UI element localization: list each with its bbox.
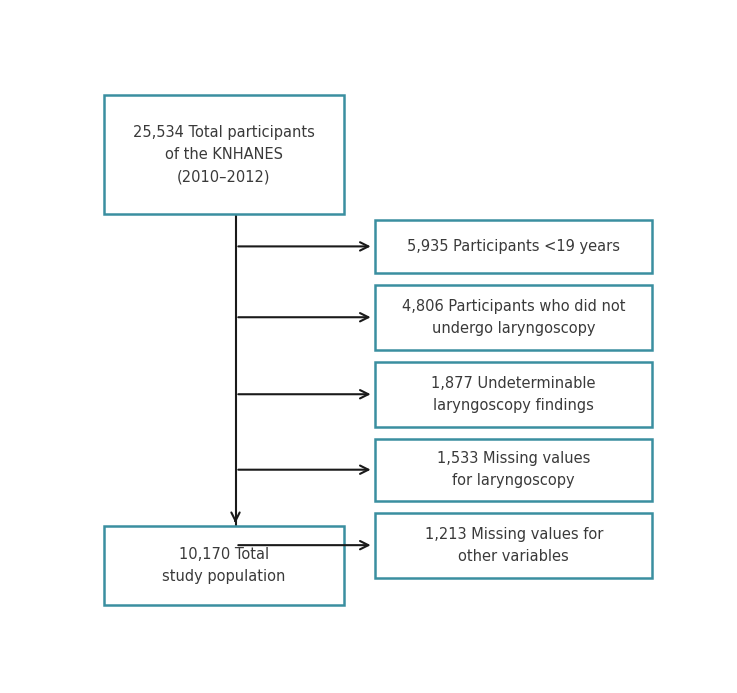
Text: 10,170 Total
study population: 10,170 Total study population	[162, 547, 285, 584]
FancyBboxPatch shape	[375, 439, 652, 500]
FancyBboxPatch shape	[375, 220, 652, 272]
Text: 1,533 Missing values
for laryngoscopy: 1,533 Missing values for laryngoscopy	[437, 451, 590, 489]
Text: 1,877 Undeterminable
laryngoscopy findings: 1,877 Undeterminable laryngoscopy findin…	[431, 376, 596, 413]
Text: 5,935 Participants <19 years: 5,935 Participants <19 years	[408, 239, 621, 254]
Text: 4,806 Participants who did not
undergo laryngoscopy: 4,806 Participants who did not undergo l…	[402, 299, 626, 336]
FancyBboxPatch shape	[375, 285, 652, 349]
FancyBboxPatch shape	[104, 526, 344, 605]
FancyBboxPatch shape	[375, 513, 652, 577]
Text: 25,534 Total participants
of the KNHANES
(2010–2012): 25,534 Total participants of the KNHANES…	[133, 125, 315, 184]
Text: 1,213 Missing values for
other variables: 1,213 Missing values for other variables	[425, 527, 603, 564]
FancyBboxPatch shape	[104, 95, 344, 214]
FancyBboxPatch shape	[375, 362, 652, 427]
